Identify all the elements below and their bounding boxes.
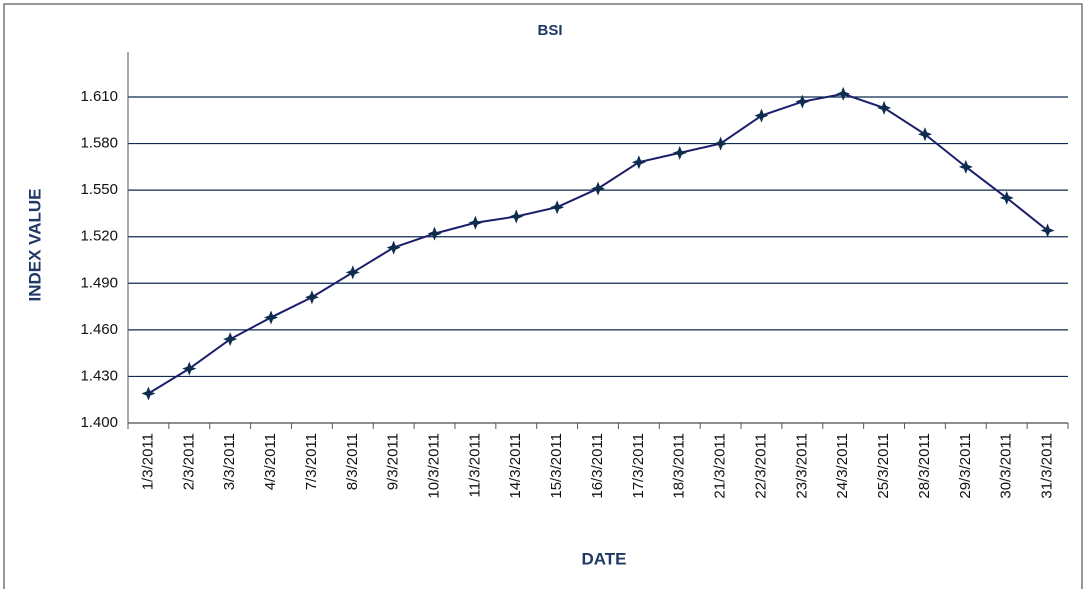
y-tick-label: 1.460 <box>80 321 118 338</box>
y-tick-label: 1.610 <box>80 88 118 105</box>
marker <box>917 127 932 142</box>
x-tick-label: 28/3/2011 <box>916 433 933 499</box>
x-tick-label: 23/3/2011 <box>793 433 810 499</box>
x-tick-label: 11/3/2011 <box>466 433 483 498</box>
x-tick-label: 14/3/2011 <box>507 433 524 499</box>
x-tick-label: 30/3/2011 <box>998 433 1015 499</box>
marker <box>1040 223 1055 238</box>
marker <box>264 310 279 325</box>
x-tick-label: 7/3/2011 <box>303 433 320 490</box>
marker <box>141 386 156 401</box>
y-tick-label: 1.430 <box>80 367 118 384</box>
marker <box>631 155 646 170</box>
x-tick-label: 15/3/2011 <box>548 433 565 499</box>
chart-border <box>3 3 1083 589</box>
marker <box>223 332 238 347</box>
marker <box>591 181 605 196</box>
x-tick-label: 3/3/2011 <box>221 433 238 490</box>
marker <box>999 190 1014 205</box>
y-tick-label: 1.550 <box>80 181 118 198</box>
x-tick-label: 2/3/2011 <box>180 433 197 490</box>
marker <box>468 215 483 230</box>
x-tick-label: 18/3/2011 <box>671 433 688 499</box>
x-tick-label: 8/3/2011 <box>344 433 361 490</box>
y-axis-title: INDEX VALUE <box>25 188 44 301</box>
x-tick-label: 4/3/2011 <box>262 433 279 490</box>
marker <box>550 200 565 215</box>
chart-title: BSI <box>537 22 562 39</box>
marker <box>713 136 728 151</box>
y-tick-label: 1.520 <box>80 228 118 245</box>
marker <box>877 100 892 115</box>
marker <box>958 159 973 174</box>
x-tick-label: 31/3/2011 <box>1039 433 1056 499</box>
y-tick-label: 1.580 <box>80 135 118 152</box>
marker <box>427 226 442 241</box>
x-tick-label: 24/3/2011 <box>834 433 851 499</box>
x-tick-label: 16/3/2011 <box>589 433 606 499</box>
x-tick-label: 9/3/2011 <box>385 433 402 490</box>
x-tick-label: 29/3/2011 <box>957 433 974 499</box>
x-tick-label: 22/3/2011 <box>752 433 769 499</box>
marker <box>345 265 360 280</box>
x-axis-title: DATE <box>581 549 626 568</box>
x-tick-label: 1/3/2011 <box>139 433 156 490</box>
marker <box>672 145 687 160</box>
y-tick-label: 1.490 <box>80 274 118 291</box>
marker <box>509 209 524 224</box>
x-tick-label: 25/3/2011 <box>875 433 892 499</box>
marker <box>386 240 401 255</box>
marker <box>182 361 197 376</box>
x-tick-label: 17/3/2011 <box>630 433 647 499</box>
x-tick-label: 10/3/2011 <box>425 433 442 499</box>
marker <box>304 290 319 305</box>
y-tick-label: 1.400 <box>80 414 118 431</box>
x-tick-label: 21/3/2011 <box>712 433 729 499</box>
marker <box>754 108 769 123</box>
marker <box>795 94 810 109</box>
marker <box>836 86 851 101</box>
